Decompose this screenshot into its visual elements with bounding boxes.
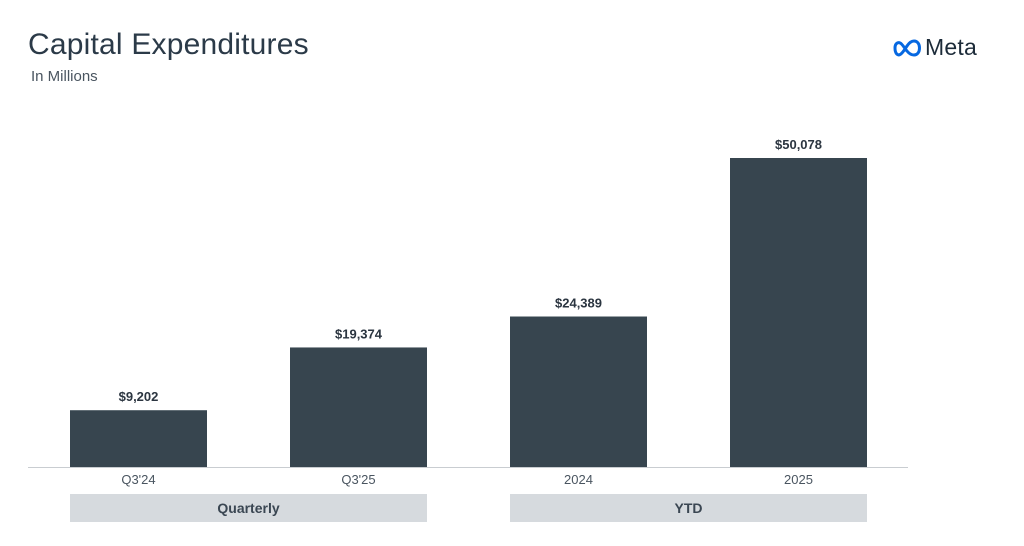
bar — [510, 316, 647, 467]
meta-infinity-icon — [893, 39, 921, 56]
meta-logo: Meta — [892, 34, 977, 61]
bar — [730, 158, 867, 467]
data-label: $19,374 — [335, 326, 383, 341]
chart-title: Capital Expenditures — [28, 28, 309, 61]
group-label: YTD — [675, 500, 703, 516]
bar — [290, 347, 427, 467]
x-tick-label: 2024 — [564, 472, 593, 487]
data-label: $24,389 — [555, 296, 602, 311]
group-band — [510, 494, 867, 522]
data-label: $9,202 — [119, 389, 159, 404]
x-tick-label: Q3'25 — [341, 472, 375, 487]
x-tick-label: Q3'24 — [121, 472, 155, 487]
meta-wordmark: Meta — [925, 34, 977, 60]
x-tick-label: 2025 — [784, 472, 813, 487]
data-label: $50,078 — [775, 137, 822, 152]
bar — [70, 410, 207, 467]
group-band — [70, 494, 427, 522]
group-label: Quarterly — [217, 500, 279, 516]
chart-subtitle: In Millions — [31, 68, 98, 85]
